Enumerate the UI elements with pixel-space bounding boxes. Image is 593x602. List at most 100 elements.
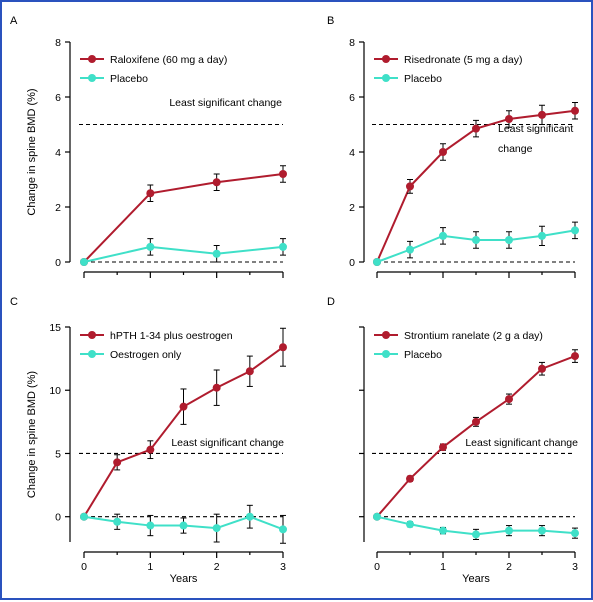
- data-point-placebo: [439, 231, 447, 240]
- data-point-treatment: [146, 445, 155, 454]
- y-tick-label: 8: [55, 37, 61, 49]
- y-tick-label: 2: [349, 202, 355, 214]
- data-point-placebo: [406, 245, 414, 254]
- y-tick-label: 0: [349, 257, 355, 269]
- data-point-placebo: [505, 526, 513, 535]
- y-tick-label: 8: [349, 37, 355, 49]
- x-axis-title: Years: [462, 573, 490, 585]
- x-tick-label: 0: [374, 561, 380, 573]
- legend-label: Placebo: [110, 73, 148, 85]
- x-tick-label: 2: [214, 561, 220, 573]
- data-point-placebo: [373, 512, 381, 521]
- data-point-placebo: [439, 526, 447, 535]
- data-point-treatment: [439, 443, 447, 452]
- data-point-treatment: [212, 383, 221, 392]
- data-point-placebo: [80, 258, 88, 266]
- legend-swatch-marker: [88, 350, 96, 358]
- data-point-placebo: [472, 236, 480, 244]
- least-significant-change-label: Least significant: [498, 123, 573, 135]
- legend-swatch-marker: [382, 74, 390, 82]
- data-point-placebo: [571, 529, 579, 538]
- y-tick-label: 4: [55, 147, 61, 159]
- data-point-placebo: [505, 236, 513, 244]
- data-point-treatment: [406, 474, 414, 483]
- y-tick-label: 2: [55, 202, 61, 214]
- least-significant-change-label: Least significant change: [465, 437, 578, 449]
- y-tick-label: 4: [349, 147, 355, 159]
- legend-label: Placebo: [404, 73, 442, 85]
- data-point-placebo: [373, 258, 381, 266]
- chart-panel-d: D 0 1 2 3 Years Least significant change Stront…: [327, 296, 579, 585]
- legend-label: Oestrogen only: [110, 349, 182, 361]
- panel-letter: A: [10, 15, 18, 27]
- data-point-treatment: [505, 115, 513, 123]
- data-point-placebo: [538, 231, 546, 240]
- y-axis-title: Change in spine BMD (%): [26, 371, 38, 498]
- chart-panel-c: C 0 5 10 15 0 1 2 3 Years Change in spine BMD (%) L…: [10, 296, 287, 585]
- data-point-treatment: [472, 124, 480, 133]
- series-line-placebo: [83, 245, 284, 263]
- y-tick-label: 10: [49, 385, 61, 397]
- y-tick-label: 0: [55, 512, 61, 524]
- y-axis-title: Change in spine BMD (%): [26, 88, 38, 215]
- series-line-treatment: [83, 173, 284, 263]
- x-tick-label: 3: [280, 561, 286, 573]
- data-point-placebo: [113, 517, 122, 526]
- data-point-treatment: [245, 367, 254, 376]
- data-point-placebo: [146, 242, 155, 251]
- panel-letter: B: [327, 15, 334, 27]
- data-point-placebo: [279, 242, 287, 251]
- least-significant-change-label: change: [498, 143, 533, 155]
- y-tick-label: 6: [349, 92, 355, 104]
- legend-swatch-marker: [382, 55, 390, 63]
- data-point-treatment: [113, 458, 122, 467]
- chart-panel-a: A 0 2 4 6 8 Change in spine BMD (%) Least signi…: [10, 15, 287, 278]
- data-point-placebo: [245, 512, 254, 521]
- x-tick-label: 2: [506, 561, 512, 573]
- legend-swatch-marker: [382, 350, 390, 358]
- data-point-treatment: [406, 182, 414, 191]
- data-point-placebo: [406, 520, 414, 529]
- data-point-placebo: [212, 249, 221, 258]
- legend-swatch-marker: [88, 331, 96, 339]
- x-tick-label: 3: [572, 561, 578, 573]
- data-point-treatment: [279, 343, 287, 352]
- data-point-placebo: [279, 525, 287, 534]
- data-point-placebo: [146, 521, 155, 530]
- data-point-treatment: [538, 110, 546, 119]
- data-point-placebo: [538, 526, 546, 535]
- data-point-placebo: [80, 512, 88, 521]
- data-point-treatment: [472, 417, 480, 426]
- data-point-treatment: [571, 352, 579, 361]
- legend-label: Raloxifene (60 mg a day): [110, 54, 227, 66]
- x-tick-label: 1: [440, 561, 446, 573]
- legend-label: Strontium ranelate (2 g a day): [404, 330, 543, 342]
- data-point-treatment: [212, 178, 221, 187]
- data-point-placebo: [472, 530, 480, 539]
- legend-label: hPTH 1-34 plus oestrogen: [110, 330, 233, 342]
- data-point-treatment: [279, 170, 287, 178]
- y-tick-label: 6: [55, 92, 61, 104]
- data-point-placebo: [179, 521, 188, 530]
- data-point-treatment: [146, 189, 155, 198]
- least-significant-change-label: Least significant change: [171, 437, 284, 449]
- legend-swatch-marker: [382, 331, 390, 339]
- data-point-treatment: [571, 106, 579, 115]
- y-tick-label: 15: [49, 322, 61, 334]
- x-tick-label: 1: [147, 561, 153, 573]
- legend-label: Risedronate (5 mg a day): [404, 54, 522, 66]
- y-tick-label: 0: [55, 257, 61, 269]
- data-point-treatment: [179, 402, 188, 411]
- data-point-treatment: [505, 395, 513, 404]
- chart-panel-b: B 0 2 4 6 8 Least significant change Risedronate…: [327, 15, 579, 278]
- x-axis-title: Years: [170, 573, 198, 585]
- data-point-treatment: [439, 148, 447, 156]
- data-point-placebo: [571, 226, 579, 235]
- data-point-placebo: [212, 524, 221, 533]
- data-point-treatment: [538, 364, 546, 373]
- legend-swatch-marker: [88, 74, 96, 82]
- y-tick-label: 5: [55, 448, 61, 460]
- legend-label: Placebo: [404, 349, 442, 361]
